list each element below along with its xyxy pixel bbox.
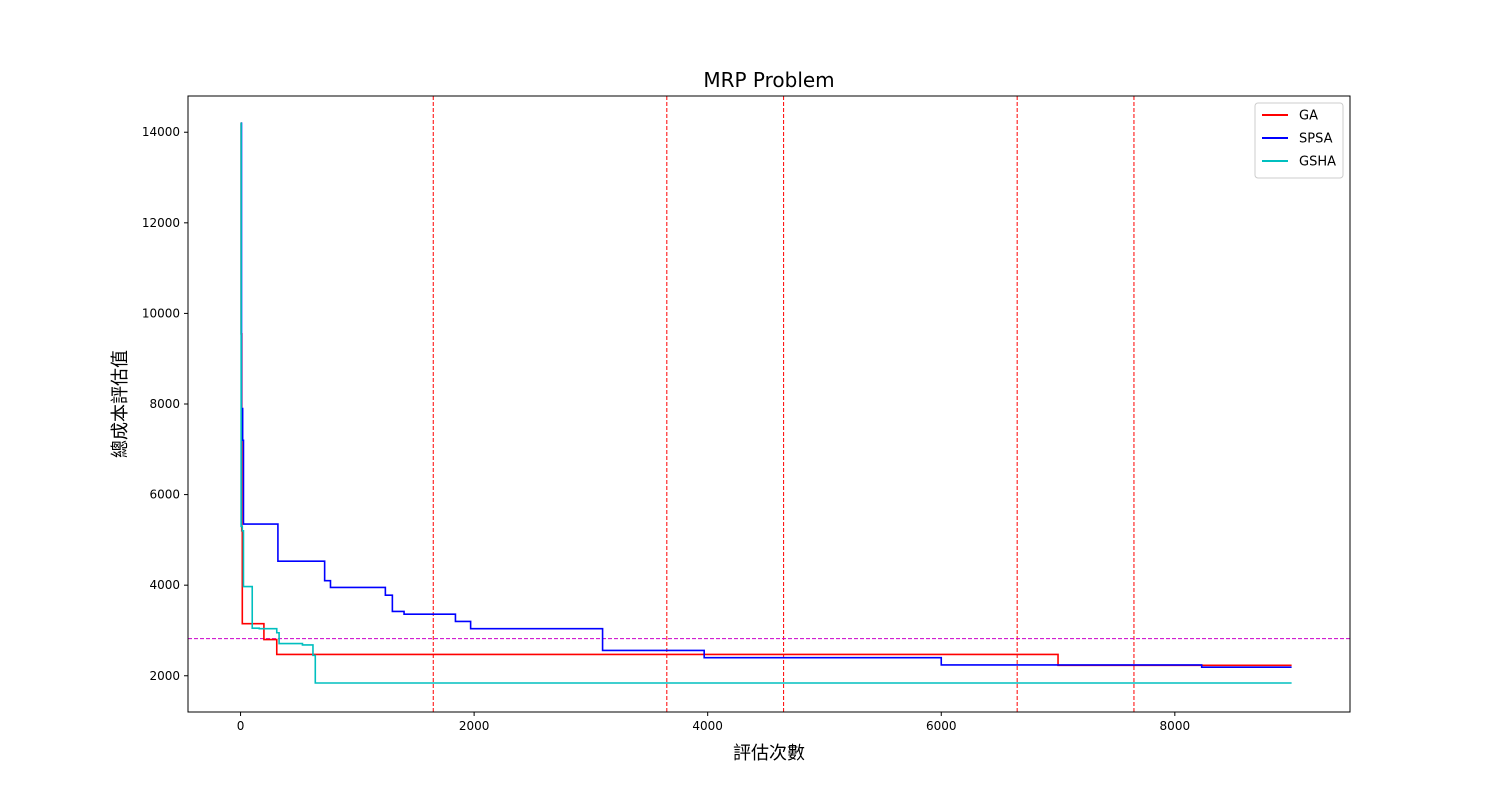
y-tick-label: 10000 [142,306,180,320]
y-tick-label: 12000 [142,216,180,230]
y-tick-label: 6000 [149,488,180,502]
x-axis-label: 評估次數 [733,743,805,764]
x-tick-label: 4000 [692,719,723,733]
y-axis: 2000 4000 6000 8000 10000 12000 14000 [142,125,188,683]
legend-label: GSHA [1299,155,1336,170]
series-line-spsa [240,122,1292,668]
x-tick-label: 0 [237,719,245,733]
y-axis-label: 總成本評估值 [110,350,131,458]
series-layer [240,122,1292,684]
y-tick-label: 14000 [142,125,180,139]
legend: GA SPSA GSHA [1254,102,1344,179]
x-tick-label: 8000 [1160,719,1191,733]
x-tick-label: 6000 [926,719,957,733]
legend-box [1254,102,1344,179]
x-tick-label: 2000 [459,719,490,733]
legend-entry-gsha: GSHA [1262,155,1336,170]
y-tick-label: 2000 [149,669,180,683]
y-tick-label: 8000 [149,397,180,411]
legend-entry-spsa: SPSA [1262,132,1333,147]
chart-title: MRP Problem [703,68,834,92]
legend-label: SPSA [1299,132,1333,147]
legend-label: GA [1299,109,1318,124]
legend-entry-ga: GA [1262,109,1318,124]
y-tick-label: 4000 [149,578,180,592]
series-line-gsha [240,122,1292,684]
reference-lines [188,96,1350,712]
x-axis: 0 2000 4000 6000 8000 [237,712,1190,733]
